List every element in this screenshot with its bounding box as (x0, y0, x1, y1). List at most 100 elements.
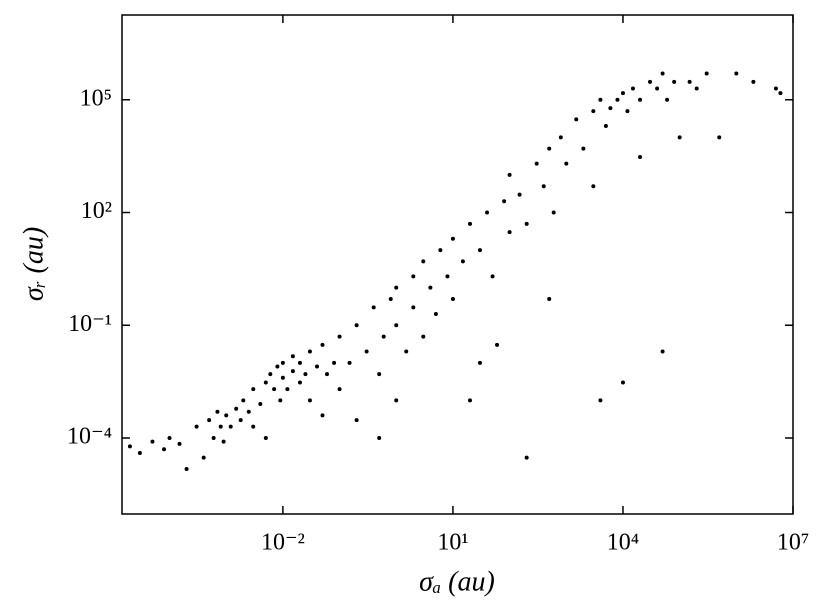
point (467, 398, 472, 403)
y-tick-label: 10⁻⁴ (67, 423, 112, 449)
point (477, 248, 482, 253)
point (263, 435, 268, 440)
x-tick-label: 10⁷ (777, 530, 809, 556)
point (275, 364, 280, 369)
point (655, 86, 660, 91)
x-tick-label: 10¹ (437, 530, 468, 556)
point (297, 360, 302, 365)
point (194, 424, 199, 429)
point (263, 380, 268, 385)
point (490, 274, 495, 279)
point (672, 79, 677, 84)
point (477, 360, 482, 365)
point (450, 236, 455, 241)
point (394, 323, 399, 328)
point (608, 106, 613, 111)
point (224, 413, 229, 418)
point (734, 71, 739, 76)
point (394, 285, 399, 290)
point (485, 210, 490, 215)
point (184, 466, 189, 471)
point (278, 398, 283, 403)
point (495, 342, 500, 347)
point (524, 221, 529, 226)
point (704, 71, 709, 76)
y-axis-label: σᵣ (au) (18, 227, 49, 301)
plot-frame (121, 14, 794, 515)
point (502, 199, 507, 204)
x-axis-label: σₐ (au) (419, 566, 495, 597)
point (638, 97, 643, 102)
point (272, 387, 277, 392)
point (364, 349, 369, 354)
point (404, 349, 409, 354)
point (433, 311, 438, 316)
point (541, 184, 546, 189)
point (450, 296, 455, 301)
point (381, 334, 386, 339)
point (620, 91, 625, 96)
point (648, 79, 653, 84)
point (234, 406, 239, 411)
point (428, 285, 433, 290)
point (215, 409, 220, 414)
point (630, 86, 635, 91)
point (615, 97, 620, 102)
point (207, 418, 212, 423)
point (524, 455, 529, 460)
point (694, 86, 699, 91)
point (347, 360, 352, 365)
point (411, 305, 416, 310)
point (603, 124, 608, 129)
point (598, 97, 603, 102)
point (625, 109, 630, 114)
point (354, 418, 359, 423)
y-tick-label: 10⁻¹ (68, 311, 112, 337)
point (591, 184, 596, 189)
point (751, 79, 756, 84)
point (677, 135, 682, 140)
point (324, 372, 329, 377)
point (507, 230, 512, 235)
point (162, 447, 167, 452)
point (445, 274, 450, 279)
point (268, 372, 273, 377)
point (558, 135, 563, 140)
point (421, 334, 426, 339)
point (660, 349, 665, 354)
point (337, 334, 342, 339)
point (411, 274, 416, 279)
point (460, 259, 465, 264)
point (285, 387, 290, 392)
point (320, 342, 325, 347)
point (290, 369, 295, 374)
point (665, 97, 670, 102)
point (534, 161, 539, 166)
point (290, 354, 295, 359)
point (251, 424, 256, 429)
point (354, 323, 359, 328)
point (211, 435, 216, 440)
point (320, 413, 325, 418)
point (238, 418, 243, 423)
point (551, 210, 556, 215)
point (377, 372, 382, 377)
point (687, 79, 692, 84)
point (507, 172, 512, 177)
point (221, 439, 226, 444)
point (177, 441, 182, 446)
point (421, 259, 426, 264)
point (337, 387, 342, 392)
point (280, 360, 285, 365)
point (547, 146, 552, 151)
point (246, 409, 251, 414)
x-tick-label: 10⁻² (261, 530, 305, 556)
point (228, 424, 233, 429)
point (167, 435, 172, 440)
point (297, 380, 302, 385)
point (388, 296, 393, 301)
x-tick-label: 10⁴ (607, 530, 639, 556)
point (394, 398, 399, 403)
